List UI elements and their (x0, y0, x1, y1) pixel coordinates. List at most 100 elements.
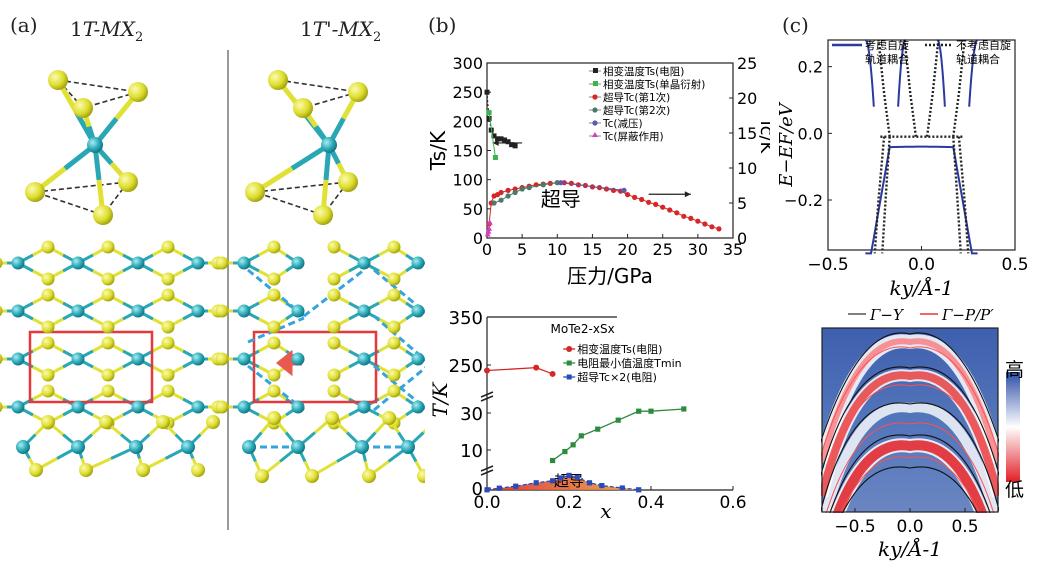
panel-b-label: (b) (428, 13, 457, 37)
colorbar-high-label: 高 (1005, 359, 1024, 381)
data-point (709, 224, 715, 230)
chalcogen-atom (267, 368, 281, 382)
chalcogen-atom (41, 288, 55, 302)
annotation: 超导 (541, 187, 581, 211)
metal-atom (321, 137, 337, 153)
chalcogen-atom (215, 256, 229, 270)
metal-atom (131, 256, 145, 270)
chalcogen-atom (161, 320, 175, 334)
octahedron-edge (57, 79, 84, 109)
chalcogen-atom (245, 182, 265, 202)
metal-atom (357, 400, 371, 414)
metal-atom (181, 440, 195, 454)
chalcogen-atom (79, 463, 93, 477)
chalcogen-atom (387, 384, 401, 398)
metal-atom (131, 400, 145, 414)
chalcogen-atom (327, 368, 341, 382)
y-axis-label: Ts/K (426, 130, 450, 171)
data-point (513, 483, 519, 489)
legend-item: Tc(屏蔽作用) (602, 131, 664, 143)
metal-atom (11, 304, 25, 318)
chalcogen-atom (325, 411, 339, 425)
data-point (695, 218, 701, 224)
soc-band (897, 39, 907, 107)
data-point (498, 197, 504, 203)
legend-item: 相变温度Ts(单晶衍射) (603, 78, 705, 91)
chalcogen-atom (327, 240, 341, 254)
data-point (660, 204, 666, 210)
chalcogen-atom (338, 172, 358, 192)
chalcogen-atom (267, 411, 281, 425)
data-point (632, 194, 638, 200)
chalcogen-atom (313, 205, 333, 225)
model-band-gy (819, 332, 1001, 445)
chalcogen-atom (73, 98, 93, 118)
data-point (595, 426, 601, 432)
chalcogen-atom (215, 304, 229, 318)
y-tick-label: 200 (452, 112, 483, 131)
chalcogen-atom (348, 82, 368, 102)
metal-atom (237, 352, 251, 366)
chalcogen-atom (101, 384, 115, 398)
data-point (603, 186, 610, 192)
metal-atom (411, 352, 425, 366)
legend-item-cont: 轨道耦合 (865, 52, 909, 66)
data-point (648, 408, 654, 414)
data-point (486, 225, 493, 231)
chalcogen-atom (267, 288, 281, 302)
x-axis-label: 压力/GPa (567, 264, 653, 288)
metal-atom (357, 304, 371, 318)
metal-atom (131, 304, 145, 318)
metal-atom (131, 352, 145, 366)
y-tick-label: 300 (452, 54, 483, 73)
metal-atom (357, 352, 371, 366)
data-point (566, 472, 572, 478)
chalcogen-atom (156, 415, 170, 429)
chalcogen-atom (327, 320, 341, 334)
legend-item: 电阻最小值温度Tmin (577, 356, 681, 370)
chalcogen-atom (161, 288, 175, 302)
legend-item: 超导Tc(第1次) (603, 91, 670, 104)
metal-atom (71, 352, 85, 366)
chalcogen-atom (29, 463, 43, 477)
chalcogen-atom (41, 272, 55, 286)
chalcogen-atom (327, 336, 341, 350)
y-tick-label-right: 10 (737, 159, 757, 178)
chalcogen-atom (41, 336, 55, 350)
heatmap-band (819, 338, 1001, 463)
data-point (540, 182, 546, 188)
series-line (486, 366, 553, 375)
y-tick-label-right: 25 (737, 54, 757, 73)
chalcogen-atom (101, 240, 115, 254)
data-point (549, 370, 556, 377)
data-point (485, 228, 492, 234)
data-point (533, 364, 540, 371)
legend-marker (592, 68, 598, 73)
chalcogen-atom (0, 305, 3, 317)
chalcogen-atom (267, 272, 281, 286)
series-line (560, 182, 625, 191)
data-point (639, 196, 645, 203)
chalcogen-atom (48, 70, 68, 90)
soc-band (865, 39, 875, 107)
nosoc-band (957, 136, 970, 254)
soc-band (968, 39, 978, 107)
y-tick-label: 0.2 (798, 58, 823, 77)
legend-marker (592, 94, 598, 100)
metal-atom (242, 440, 256, 454)
chalcogen-atom (118, 172, 138, 192)
data-point (550, 478, 556, 484)
data-point (486, 110, 492, 116)
heatmap-band (817, 402, 1003, 530)
y-tick-label-right: 5 (737, 194, 747, 213)
data-point (512, 143, 518, 149)
legend-marker (566, 346, 573, 352)
model-band-gp (819, 456, 1001, 569)
data-point (492, 155, 498, 160)
x-tick-label: 0.0 (473, 493, 500, 513)
legend-item-cont: 轨道耦合 (956, 52, 1000, 66)
series-line (488, 112, 496, 158)
heatmap-band (818, 371, 1002, 497)
data-point (484, 487, 490, 493)
chalcogen-atom (387, 320, 401, 334)
